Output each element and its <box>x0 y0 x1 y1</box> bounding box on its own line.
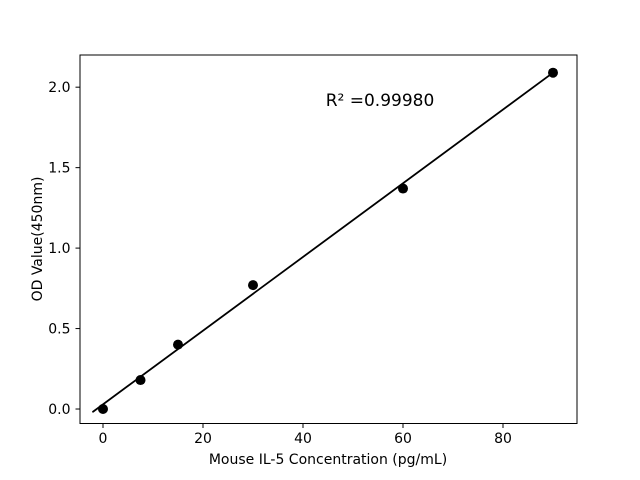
data-point <box>398 183 408 194</box>
x-tick-label: 60 <box>394 431 412 447</box>
y-axis-label: OD Value(450nm) <box>30 176 46 302</box>
y-tick-label: 0.5 <box>48 322 70 338</box>
data-point <box>98 404 108 415</box>
x-tick-label: 40 <box>294 431 312 447</box>
r-squared-annotation: R² =0.99980 <box>325 91 435 111</box>
y-tick-label: 1.5 <box>48 161 70 177</box>
plot-border <box>79 54 578 424</box>
data-point <box>135 375 146 386</box>
x-tick-label: 0 <box>99 431 108 447</box>
fit-line <box>92 71 554 413</box>
y-tick-label: 1.0 <box>48 241 70 257</box>
data-point <box>548 67 558 78</box>
x-tick-label: 80 <box>494 431 512 447</box>
x-axis-label: Mouse IL-5 Concentration (pg/mL) <box>208 452 448 468</box>
x-tick-label: 20 <box>194 431 212 447</box>
y-tick-label: 0.0 <box>48 402 70 418</box>
data-point <box>173 339 183 350</box>
y-tick-label: 2.0 <box>48 80 70 96</box>
data-point <box>248 280 258 291</box>
